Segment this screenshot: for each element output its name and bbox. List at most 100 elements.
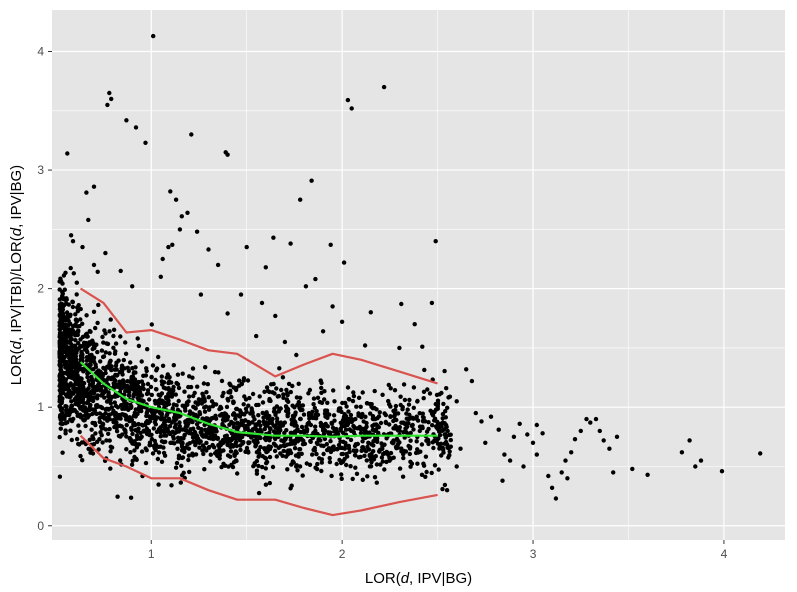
scatter-point bbox=[352, 443, 358, 449]
scatter-point bbox=[464, 367, 469, 372]
scatter-point bbox=[435, 426, 440, 431]
scatter-point bbox=[231, 460, 237, 465]
scatter-point bbox=[285, 452, 291, 457]
scatter-point bbox=[114, 367, 119, 372]
scatter-point bbox=[507, 458, 513, 463]
scatter-point bbox=[176, 414, 182, 419]
scatter-point bbox=[95, 349, 100, 355]
scatter-point bbox=[339, 472, 344, 477]
scatter-point bbox=[106, 412, 112, 418]
scatter-point bbox=[445, 405, 450, 410]
scatter-point bbox=[363, 414, 368, 419]
scatter-point bbox=[253, 443, 259, 448]
scatter-point bbox=[71, 271, 77, 276]
scatter-point bbox=[430, 440, 435, 445]
scatter-point bbox=[59, 295, 65, 300]
scatter-point bbox=[153, 377, 158, 383]
scatter-point bbox=[350, 398, 356, 404]
scatter-point bbox=[182, 427, 188, 433]
scatter-point bbox=[332, 418, 337, 423]
scatter-point bbox=[113, 341, 119, 346]
scatter-point bbox=[74, 436, 80, 442]
scatter-point bbox=[103, 250, 108, 256]
scatter-point bbox=[57, 383, 62, 389]
scatter-point bbox=[231, 400, 236, 406]
scatter-point bbox=[313, 428, 318, 433]
scatter-point bbox=[344, 462, 349, 468]
scatter-point bbox=[428, 408, 433, 413]
x-tick-label: 3 bbox=[530, 547, 537, 561]
scatter-point bbox=[296, 451, 301, 457]
scatter-point bbox=[68, 349, 73, 354]
scatter-point bbox=[69, 399, 74, 404]
scatter-point bbox=[341, 439, 346, 444]
scatter-point bbox=[443, 415, 448, 420]
scatter-point bbox=[304, 424, 309, 429]
scatter-point bbox=[318, 420, 323, 426]
scatter-point bbox=[238, 443, 243, 448]
scatter-point bbox=[238, 421, 243, 427]
scatter-point bbox=[234, 406, 239, 412]
scatter-point bbox=[267, 454, 273, 460]
scatter-point bbox=[441, 427, 446, 432]
scatter-point bbox=[264, 449, 269, 455]
scatter-point bbox=[436, 467, 441, 472]
scatter-point bbox=[75, 361, 80, 366]
scatter-point bbox=[229, 442, 234, 448]
scatter-point bbox=[282, 339, 288, 345]
scatter-point bbox=[81, 400, 86, 406]
scatter-point bbox=[147, 443, 152, 448]
scatter-point bbox=[454, 399, 459, 404]
scatter-point bbox=[155, 456, 161, 462]
scatter-point bbox=[118, 268, 123, 274]
scatter-point bbox=[120, 378, 126, 383]
scatter-point bbox=[130, 366, 135, 371]
scatter-point bbox=[130, 384, 136, 389]
scatter-point bbox=[229, 437, 234, 443]
scatter-point bbox=[341, 415, 347, 421]
scatter-point bbox=[173, 197, 179, 202]
scatter-point bbox=[297, 416, 303, 422]
scatter-point bbox=[368, 411, 373, 416]
scatter-point bbox=[110, 375, 115, 380]
scatter-point bbox=[256, 463, 261, 469]
scatter-point bbox=[90, 381, 96, 386]
scatter-point bbox=[153, 447, 158, 453]
scatter-point bbox=[139, 449, 145, 454]
scatter-point bbox=[370, 427, 376, 432]
scatter-point bbox=[65, 365, 71, 371]
scatter-point bbox=[411, 427, 416, 432]
scatter-point bbox=[108, 397, 113, 402]
scatter-point bbox=[274, 386, 279, 391]
scatter-point bbox=[294, 463, 299, 468]
scatter-point bbox=[94, 342, 99, 347]
scatter-point bbox=[378, 420, 384, 426]
scatter-point bbox=[167, 375, 172, 380]
scatter-point bbox=[160, 256, 165, 262]
scatter-point bbox=[563, 458, 568, 463]
scatter-point bbox=[437, 432, 443, 438]
scatter-point bbox=[105, 102, 110, 108]
scatter-point bbox=[419, 442, 425, 447]
scatter-point bbox=[120, 385, 125, 390]
scatter-point bbox=[340, 451, 346, 457]
scatter-point bbox=[81, 385, 86, 390]
scatter-point bbox=[230, 412, 236, 417]
scatter-point bbox=[415, 398, 420, 404]
minor-gridlines bbox=[52, 10, 785, 540]
scatter-point bbox=[66, 340, 71, 345]
scatter-point bbox=[441, 401, 446, 407]
scatter-point bbox=[104, 377, 110, 383]
scatter-point bbox=[447, 453, 452, 458]
scatter-point bbox=[91, 262, 97, 268]
scatter-point bbox=[135, 429, 140, 434]
scatter-point bbox=[321, 431, 327, 436]
scatter-point bbox=[201, 381, 207, 386]
scatter-point bbox=[129, 462, 135, 467]
scatter-point bbox=[57, 320, 62, 325]
scatter-point bbox=[335, 431, 341, 437]
scatter-point bbox=[312, 415, 317, 421]
scatter-point bbox=[408, 464, 413, 469]
scatter-point bbox=[517, 421, 522, 426]
scatter-point bbox=[166, 429, 171, 434]
